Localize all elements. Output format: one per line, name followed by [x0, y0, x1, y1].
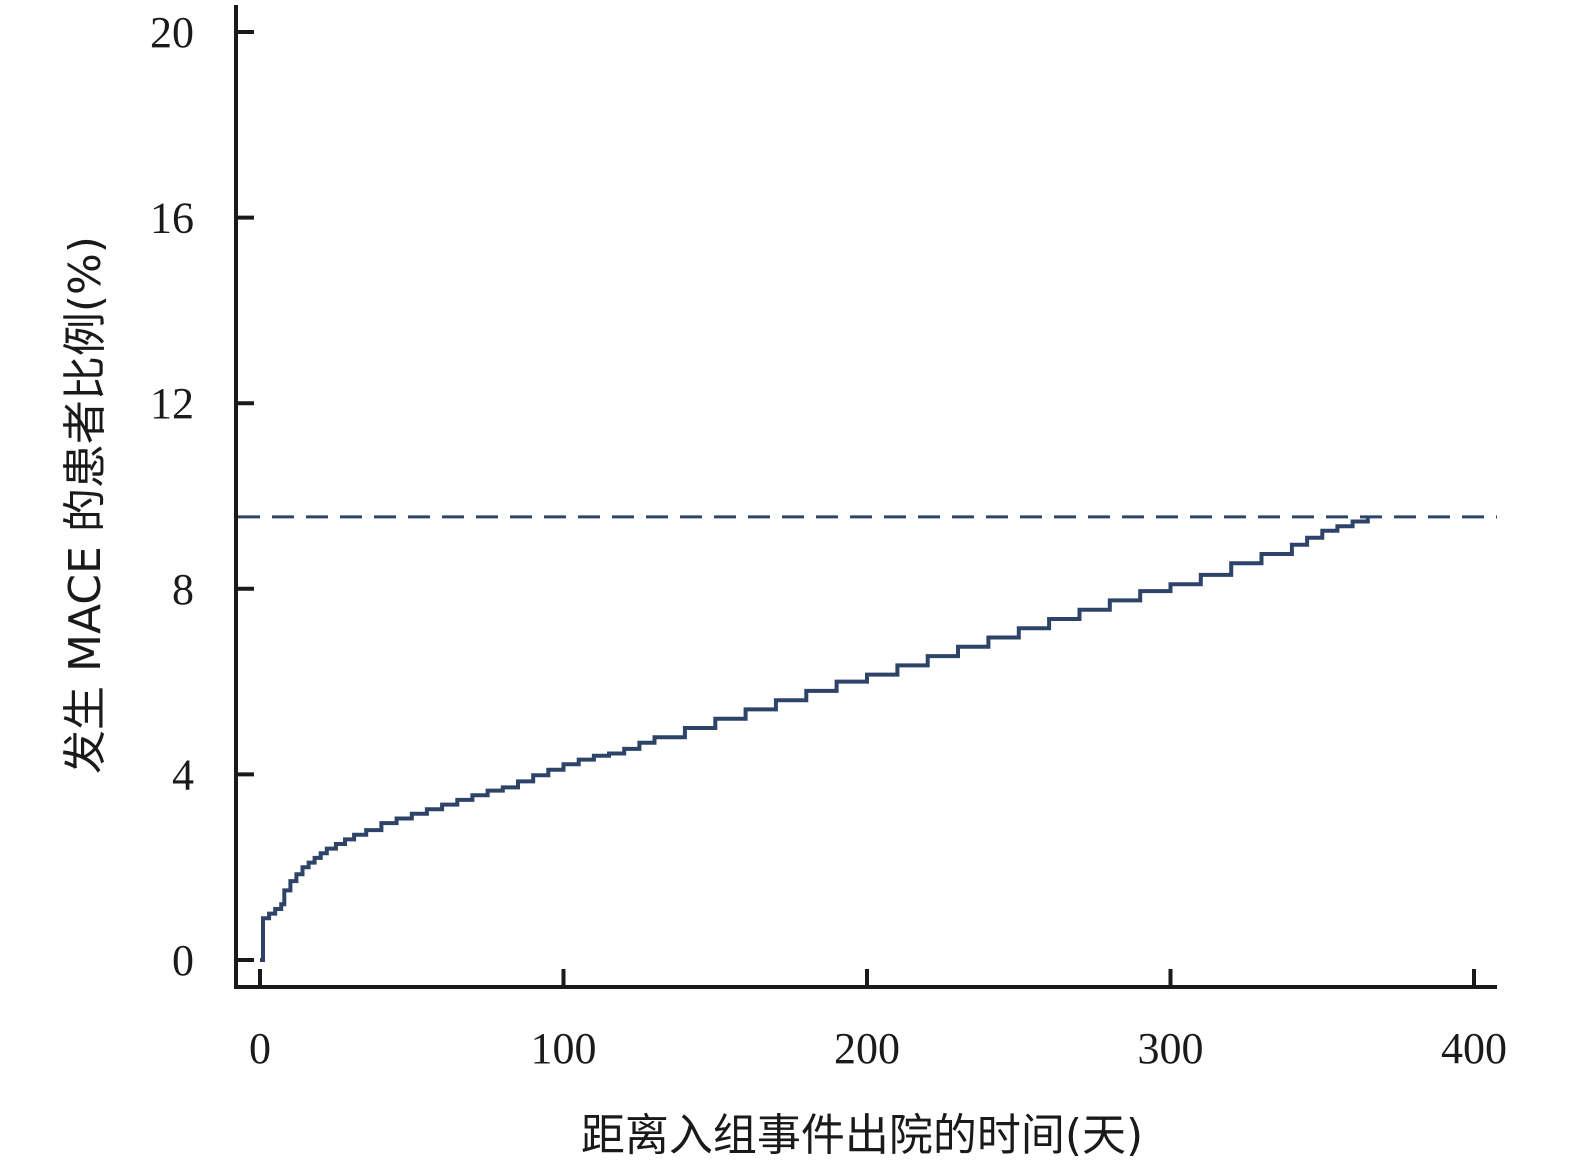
- x-tick-label: 100: [531, 1024, 597, 1073]
- y-tick-label: 0: [172, 936, 194, 985]
- series-group: [260, 516, 1370, 962]
- x-tick-label: 300: [1138, 1024, 1204, 1073]
- y-axis-title: 发生 MACE 的患者比例(%): [60, 236, 111, 774]
- cumulative-incidence-line: [260, 516, 1370, 962]
- x-tick-label: 0: [249, 1024, 271, 1073]
- x-axis-title: 距离入组事件出院的时间(天): [581, 1110, 1143, 1161]
- x-tick-label: 400: [1441, 1024, 1507, 1073]
- y-tick-label: 4: [172, 750, 194, 799]
- x-tick-label: 200: [834, 1024, 900, 1073]
- y-tick-label: 12: [150, 379, 194, 428]
- y-tick-label: 20: [150, 8, 194, 57]
- y-tick-label: 8: [172, 565, 194, 614]
- x-axis-ticks: 0 100 200 300 400: [249, 969, 1507, 1073]
- y-tick-label: 16: [150, 194, 194, 243]
- chart-axes: [234, 5, 1497, 989]
- y-axis-ticks: 0 4 8 12 16 20: [150, 8, 254, 985]
